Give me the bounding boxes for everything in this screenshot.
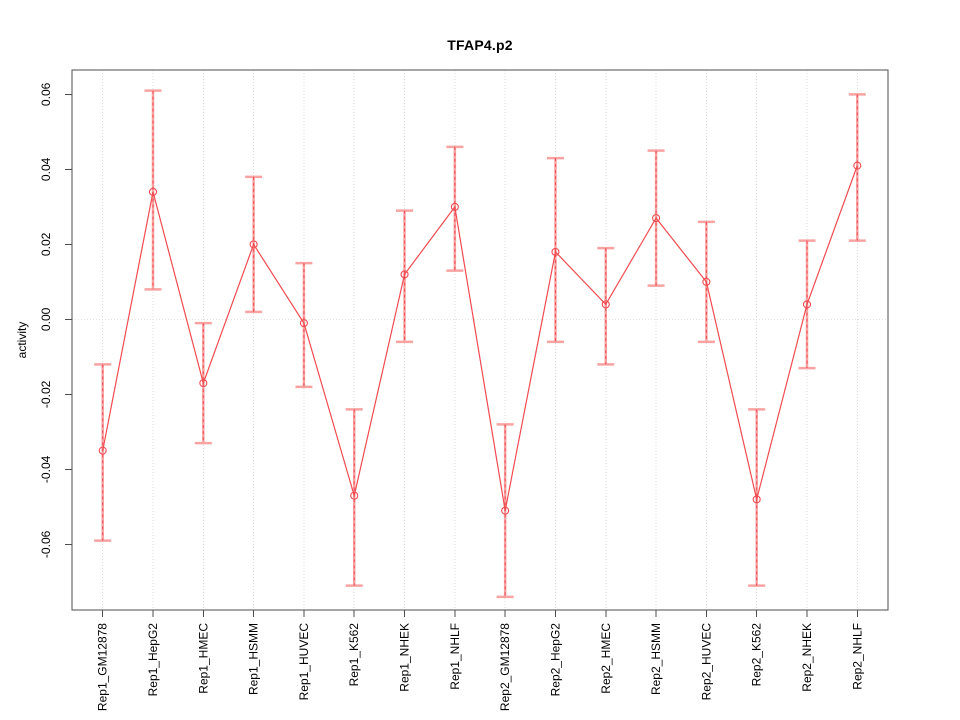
x-tick-label: Rep1_HMEC — [196, 623, 210, 694]
x-tick-label: Rep2_HSMM — [649, 623, 663, 695]
x-tick-label: Rep1_GM12878 — [96, 623, 110, 711]
chart-title: TFAP4.p2 — [447, 37, 513, 53]
data-point — [802, 300, 812, 309]
data-point — [249, 240, 258, 249]
x-tick-label: Rep2_GM12878 — [498, 623, 512, 711]
series-line — [102, 165, 858, 511]
x-tick-label: Rep2_K562 — [750, 623, 764, 687]
data-point — [450, 202, 459, 211]
plot-border — [71, 69, 889, 611]
y-tick-label: 0.04 — [39, 157, 53, 181]
data-point — [98, 446, 107, 455]
x-tick-label: Rep1_HSMM — [247, 623, 261, 695]
y-tick-label: -0.02 — [39, 380, 53, 408]
x-tick-label: Rep2_NHEK — [800, 623, 814, 692]
x-tick-label: Rep2_HepG2 — [548, 623, 562, 697]
x-tick-label: Rep1_HepG2 — [146, 623, 160, 697]
x-tick-label: Rep2_HMEC — [599, 623, 613, 694]
x-tick-label: Rep2_HUVEC — [699, 623, 713, 701]
x-tick-label: Rep1_NHLF — [448, 623, 462, 690]
x-tick-label: Rep1_K562 — [347, 623, 361, 687]
data-point — [299, 319, 308, 328]
x-tick-label: Rep2_NHLF — [850, 623, 864, 690]
x-tick-label: Rep1_HUVEC — [297, 623, 311, 701]
data-point — [752, 495, 761, 504]
data-point — [148, 187, 158, 196]
data-point — [551, 247, 560, 256]
data-point — [350, 491, 359, 500]
y-tick-label: 0.06 — [39, 82, 53, 106]
data-point — [501, 506, 510, 515]
data-point — [853, 161, 862, 170]
data-point — [702, 277, 711, 286]
data-point — [601, 300, 610, 309]
data-point — [652, 214, 661, 223]
data-point — [400, 270, 409, 279]
y-tick-label: 0.00 — [39, 307, 53, 331]
data-point — [199, 379, 208, 388]
y-tick-label: -0.06 — [39, 530, 53, 558]
y-tick-label: 0.02 — [39, 232, 53, 256]
y-tick-label: -0.04 — [39, 455, 53, 483]
x-tick-label: Rep1_NHEK — [398, 623, 412, 692]
